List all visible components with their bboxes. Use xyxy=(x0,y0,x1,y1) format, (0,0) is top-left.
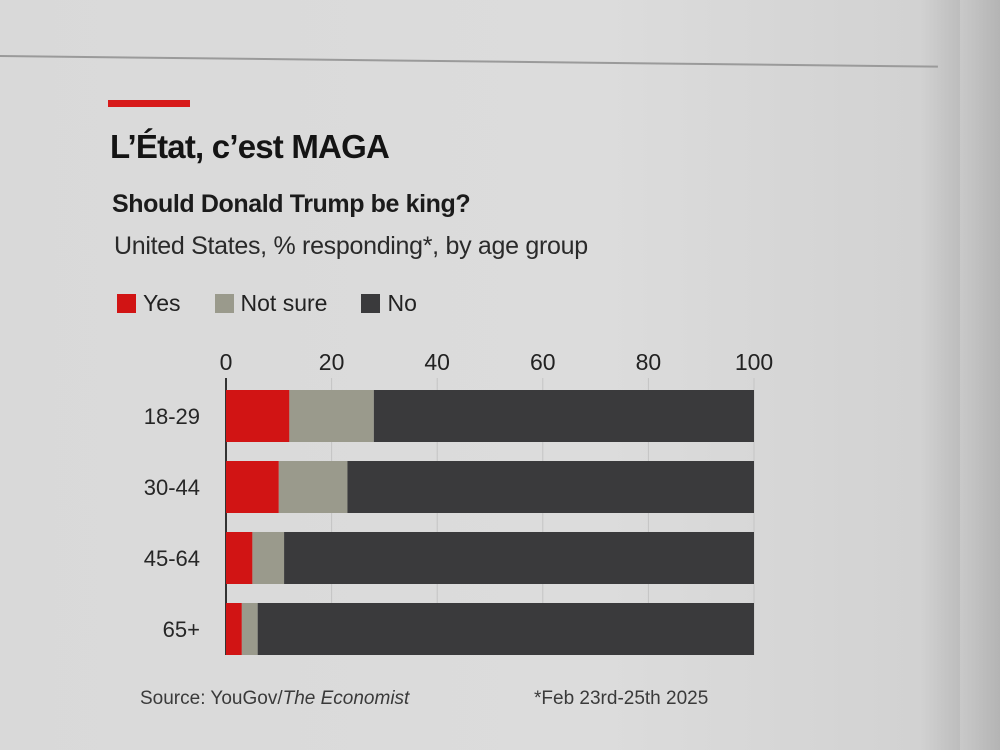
bar-segment-no xyxy=(347,461,754,513)
date-note: *Feb 23rd-25th 2025 xyxy=(534,688,709,709)
chart-title: L’État, c’est MAGA xyxy=(110,128,390,165)
bar-segment-yes xyxy=(226,390,290,442)
bar-segment-not-sure xyxy=(252,532,285,584)
legend-item-yes: Yes xyxy=(117,290,181,317)
legend: Yes Not sure No xyxy=(117,290,451,317)
x-tick-label: 0 xyxy=(220,349,233,375)
legend-item-not-sure: Not sure xyxy=(214,290,328,317)
source-note: Source: YouGov/The Economist xyxy=(140,688,409,710)
bar-segment-not-sure xyxy=(241,603,258,655)
bar-segment-not-sure xyxy=(289,390,374,442)
category-label: 45-64 xyxy=(144,546,200,571)
category-label: 30-44 xyxy=(144,475,200,500)
legend-item-no: No xyxy=(361,290,417,317)
source-prefix: Source: YouGov/ xyxy=(140,688,283,709)
legend-swatch-not-sure xyxy=(214,294,234,313)
legend-swatch-no xyxy=(361,294,381,313)
x-tick-label: 80 xyxy=(636,349,662,375)
screen-bezel xyxy=(960,0,1000,750)
bar-segment-yes xyxy=(226,461,279,513)
x-tick-label: 100 xyxy=(735,349,773,375)
bar-segment-yes xyxy=(226,603,242,655)
bar-segment-no xyxy=(373,390,754,442)
x-tick-label: 40 xyxy=(424,349,450,375)
bar-segment-no xyxy=(257,603,754,655)
bar-segment-yes xyxy=(226,532,253,584)
x-tick-label: 60 xyxy=(530,349,556,375)
x-tick-label: 20 xyxy=(319,349,345,375)
chart-subtitle: Should Donald Trump be king? xyxy=(112,190,471,218)
legend-swatch-yes xyxy=(117,294,136,313)
category-label: 65+ xyxy=(163,617,200,642)
legend-label-yes: Yes xyxy=(143,290,181,316)
bar-segment-no xyxy=(284,532,754,584)
accent-bar xyxy=(108,100,190,107)
legend-label-no: No xyxy=(387,290,417,316)
legend-label-not-sure: Not sure xyxy=(240,290,328,316)
category-label: 18-29 xyxy=(144,404,200,429)
chart-description: United States, % responding*, by age gro… xyxy=(114,232,588,260)
source-publication: The Economist xyxy=(282,688,410,709)
bar-segment-not-sure xyxy=(278,461,348,513)
